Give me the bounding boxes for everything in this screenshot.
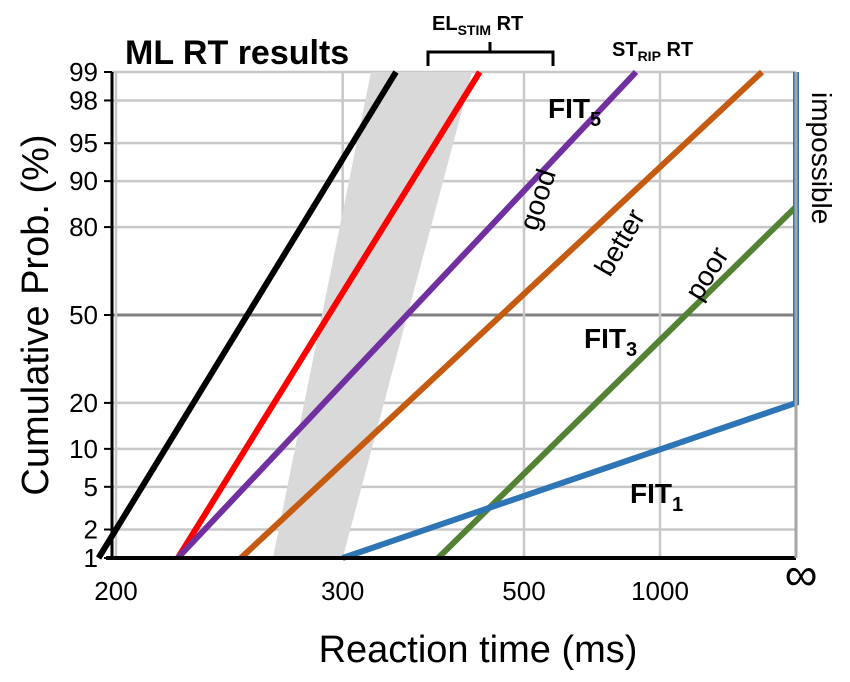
y-tick-label: 2 bbox=[84, 515, 98, 545]
el-stim-rt-label: ELSTIM RT bbox=[432, 13, 523, 38]
y-tick-label: 90 bbox=[69, 166, 98, 196]
good-label: good bbox=[513, 165, 562, 234]
series-line-purple bbox=[175, 69, 639, 561]
y-tick-label: 20 bbox=[69, 388, 98, 418]
x-tick-label-infinity: ∞ bbox=[785, 548, 818, 600]
el-stim-bracket bbox=[426, 42, 555, 66]
series-line-el-stim bbox=[96, 70, 399, 560]
series-line-fit3 bbox=[238, 69, 765, 561]
y-tick-label: 10 bbox=[69, 434, 98, 464]
x-tick-label: 300 bbox=[321, 576, 364, 606]
fit5-label: FIT5 bbox=[548, 93, 601, 131]
tick-labels: 12510205080909598991402003005001000∞ bbox=[69, 57, 818, 606]
fit3-label: FIT3 bbox=[584, 323, 637, 361]
x-tick-label: 1000 bbox=[631, 576, 689, 606]
x-tick-label: 500 bbox=[502, 576, 545, 606]
x-axis-title: Reaction time (ms) bbox=[319, 629, 638, 671]
grid bbox=[112, 70, 796, 560]
y-tick-label: 98 bbox=[69, 85, 98, 115]
y-tick-label: 1 bbox=[84, 543, 98, 573]
y-tick-label: 80 bbox=[69, 212, 98, 242]
x-tick-label: 200 bbox=[94, 576, 137, 606]
impossible-label: impossible bbox=[806, 92, 837, 224]
better-label: better bbox=[588, 203, 651, 281]
y-tick-label: 99 bbox=[69, 57, 98, 87]
plot-frame bbox=[104, 71, 798, 560]
fit1-label: FIT1 bbox=[630, 478, 683, 516]
y-tick-label: 50 bbox=[69, 300, 98, 330]
y-tick-label: 5 bbox=[84, 472, 98, 502]
y-axis-title: Cumulative Prob. (%) bbox=[15, 134, 57, 495]
st-rip-rt-label: STRIP RT bbox=[612, 39, 693, 64]
series-line-fit5 bbox=[175, 70, 483, 560]
chart-title: ML RT results bbox=[125, 34, 349, 72]
y-tick-label: 95 bbox=[69, 128, 98, 158]
el-stim-rt-band bbox=[272, 72, 473, 558]
